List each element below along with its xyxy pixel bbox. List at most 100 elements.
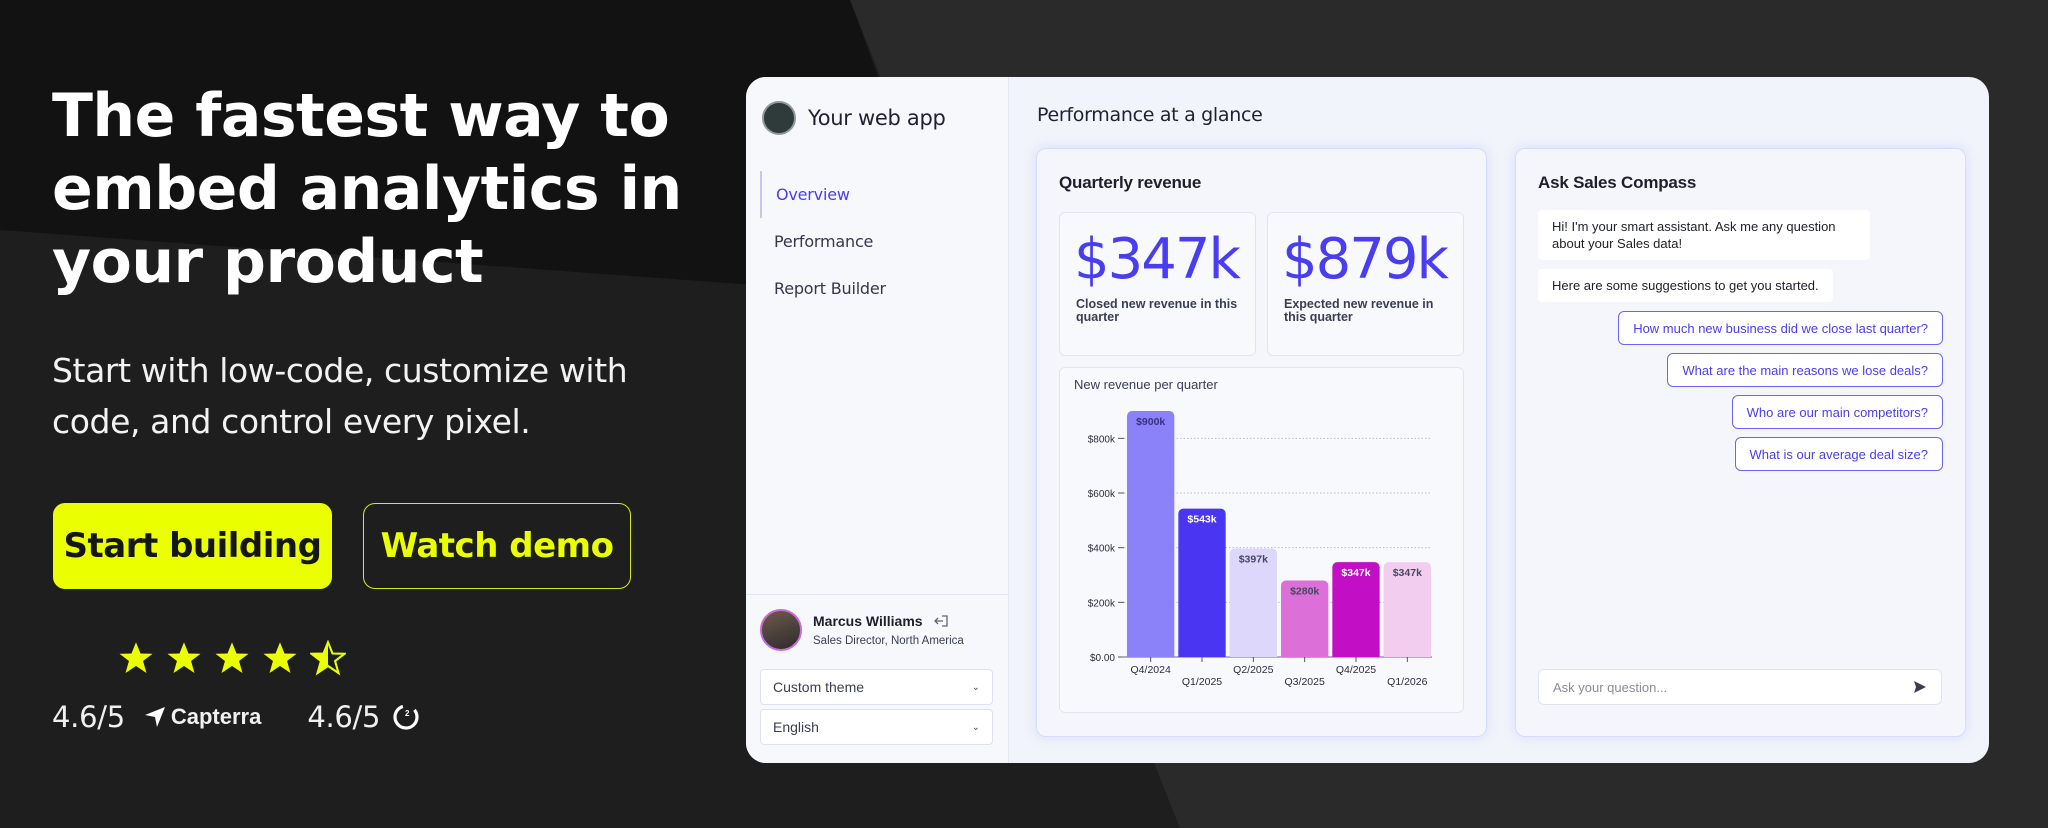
suggestion-chip[interactable]: Who are our main competitors? [1731, 395, 1943, 429]
user-role: Sales Director, North America [813, 635, 964, 647]
y-tick-label: $800k [1088, 434, 1116, 445]
bar [1281, 580, 1329, 657]
kpi-value: $879k [1282, 227, 1449, 292]
x-tick-label: Q1/2026 [1387, 676, 1427, 688]
hero-section: The fastest way to embed analytics in yo… [52, 80, 692, 447]
user-card: Marcus Williams Sales Director, North Am… [760, 609, 964, 651]
bar [1229, 548, 1277, 657]
suggestion-chip[interactable]: What are the main reasons we lose deals? [1667, 353, 1943, 387]
bot-message: Hi! I'm your smart assistant. Ask me any… [1538, 210, 1870, 260]
hero-headline: The fastest way to embed analytics in yo… [52, 80, 692, 299]
svg-text:2: 2 [405, 709, 410, 718]
sidebar-nav: Overview Performance Report Builder [760, 171, 1000, 312]
star-icon [119, 642, 153, 673]
bar-base [1281, 651, 1329, 657]
g2-logo-icon: 2 [393, 704, 419, 730]
bar [1383, 562, 1431, 657]
kpi-value: $347k [1074, 227, 1241, 292]
bar-data-label: $397k [1239, 553, 1268, 565]
kpi-label: Expected new revenue in this quarter [1284, 297, 1434, 324]
headline-line: your product [52, 227, 484, 297]
hero-subtitle: Start with low-code, customize with code… [52, 345, 692, 447]
x-tick-label: Q4/2025 [1336, 664, 1376, 676]
y-tick-label: $400k [1088, 544, 1116, 555]
subtitle-line: Start with low-code, customize with [52, 351, 628, 390]
bar-data-label: $347k [1341, 567, 1370, 579]
capterra-logo: Capterra [143, 704, 261, 730]
bar-base [1127, 651, 1175, 657]
chat-input[interactable] [1553, 679, 1893, 695]
start-building-button[interactable]: Start building [53, 503, 332, 589]
subtitle-line: code, and control every pixel. [52, 402, 531, 441]
logout-icon[interactable] [933, 614, 949, 628]
x-tick-label: Q1/2025 [1182, 676, 1222, 688]
revenue-chart-card: New revenue per quarter $0.00 $200k $400k $… [1059, 367, 1464, 713]
headline-line: The fastest way to [52, 81, 670, 151]
suggestion-chip[interactable]: How much new business did we close last … [1618, 311, 1943, 345]
star-icon [263, 642, 297, 673]
user-text: Marcus Williams Sales Director, North Am… [813, 613, 964, 647]
chat-title: Ask Sales Compass [1538, 173, 1697, 192]
g2-score: 4.6/5 [307, 700, 381, 734]
avatar[interactable] [760, 609, 802, 651]
kpi-label: Closed new revenue in this quarter [1076, 297, 1238, 324]
app-window: Your web app Overview Performance Report… [746, 77, 1989, 763]
bar-data-label: $900k [1136, 416, 1165, 428]
sidebar-item-performance[interactable]: Performance [774, 232, 874, 251]
kpi-card-expected: $879k Expected new revenue in this quart… [1267, 212, 1464, 356]
cta-row: Start building Watch demo [53, 503, 631, 589]
theme-select-value: Custom theme [773, 679, 865, 695]
chevron-down-icon: ⌄ [971, 681, 980, 693]
panel-title: Quarterly revenue [1059, 173, 1202, 192]
capterra-label: Capterra [170, 704, 262, 729]
language-select-value: English [773, 719, 819, 735]
x-tick-label: Q3/2025 [1285, 676, 1325, 688]
star-icon [215, 642, 249, 673]
kpi-card-closed: $347k Closed new revenue in this quarter [1059, 212, 1256, 356]
language-select[interactable]: English ⌄ [760, 709, 993, 745]
watch-demo-button[interactable]: Watch demo [363, 503, 631, 589]
send-icon[interactable] [1913, 680, 1927, 694]
page-title: Performance at a glance [1037, 104, 1263, 126]
capterra-arrow-icon [144, 707, 165, 727]
y-tick-label: $0.00 [1090, 653, 1115, 664]
bar [1178, 508, 1226, 657]
bar-base [1383, 651, 1431, 657]
chat-panel: Ask Sales Compass Hi! I'm your smart ass… [1515, 148, 1966, 737]
app-name: Your web app [808, 106, 946, 130]
app-brand: Your web app [762, 101, 946, 135]
ratings-row: 4.6/5 Capterra 4.6/5 2 [52, 700, 420, 734]
capterra-score: 4.6/5 [52, 700, 125, 734]
y-tick-label: $600k [1088, 489, 1116, 500]
suggestion-chip[interactable]: What is our average deal size? [1734, 437, 1943, 471]
sidebar-item-report-builder[interactable]: Report Builder [774, 279, 886, 298]
bar-base [1332, 651, 1380, 657]
x-tick-label: Q4/2024 [1131, 664, 1171, 676]
sidebar-footer: Marcus Williams Sales Director, North Am… [746, 594, 1009, 745]
chevron-down-icon: ⌄ [971, 721, 980, 733]
sidebar: Your web app Overview Performance Report… [746, 77, 1009, 763]
sidebar-item-overview[interactable]: Overview [760, 171, 1000, 218]
quarterly-revenue-panel: Quarterly revenue $347k Closed new reven… [1036, 148, 1487, 737]
revenue-bar-chart: $0.00 $200k $400k $600k $800k $900k Q4/2024 $54… [1088, 411, 1432, 688]
star-icon [167, 642, 201, 673]
app-logo-icon [762, 101, 796, 135]
bar-base [1178, 651, 1226, 657]
y-tick-label: $200k [1088, 598, 1116, 609]
half-star-icon [310, 640, 346, 676]
chart-title: New revenue per quarter [1074, 377, 1218, 392]
theme-select[interactable]: Custom theme ⌄ [760, 669, 993, 705]
rating-stars [118, 640, 346, 676]
chat-input-box [1538, 669, 1942, 705]
user-name-row: Marcus Williams [813, 613, 964, 629]
bar [1332, 562, 1380, 657]
bar-data-label: $280k [1290, 585, 1319, 597]
bar-data-label: $543k [1187, 514, 1216, 526]
x-tick-label: Q2/2025 [1233, 664, 1273, 676]
user-name: Marcus Williams [813, 613, 923, 629]
bar-base [1229, 651, 1277, 657]
bar [1127, 411, 1175, 657]
bot-message: Here are some suggestions to get you sta… [1538, 269, 1833, 302]
headline-line: embed analytics in [52, 154, 682, 224]
bar-data-label: $347k [1393, 567, 1422, 579]
